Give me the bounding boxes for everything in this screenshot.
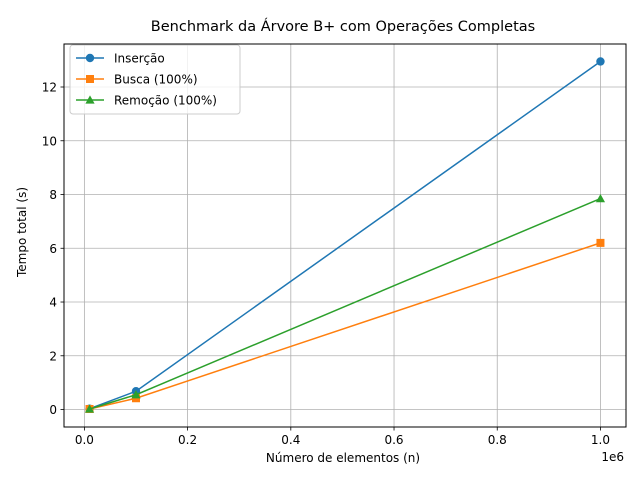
legend-marker (85, 95, 95, 104)
chart-title: Benchmark da Árvore B+ com Operações Com… (151, 18, 535, 35)
data-point (596, 57, 605, 66)
axis-ticks: 0.0 0.2 0.4 0.6 0.8 1.0 0 2 4 6 8 10 12 (42, 81, 610, 447)
plot-series (84, 57, 606, 413)
legend-entry: Remoção (100%) (114, 94, 217, 108)
x-tick-label: 0.6 (384, 433, 403, 447)
data-point (84, 404, 95, 413)
y-tick-label: 0 (49, 403, 57, 417)
y-tick-label: 6 (49, 242, 57, 256)
series-line (89, 197, 601, 410)
grid (64, 44, 626, 427)
series-busca-100 (85, 238, 605, 413)
legend-entry: Inserção (114, 52, 165, 66)
y-tick-label: 10 (42, 134, 57, 148)
data-point (596, 238, 605, 247)
y-tick-label: 2 (49, 349, 57, 363)
legend-marker (85, 53, 95, 63)
y-tick-label: 12 (42, 81, 57, 95)
plot-frame (63, 43, 627, 428)
series-remo-o-100 (84, 193, 606, 413)
series-line (89, 242, 601, 410)
y-tick-label: 8 (49, 188, 57, 202)
x-axis-label: Número de elementos (n) (266, 451, 420, 465)
x-tick-label: 0.4 (281, 433, 300, 447)
x-tick-label: 0.8 (488, 433, 507, 447)
legend: Inserção Busca (100%) Remoção (100%) (69, 44, 241, 115)
x-axis-offset-label: 1e6 (601, 450, 624, 464)
x-tick-label: 0.2 (178, 433, 197, 447)
data-point (131, 390, 141, 399)
x-tick-label: 0.0 (75, 433, 94, 447)
legend-box (69, 44, 241, 115)
legend-marker (86, 75, 94, 83)
data-point (595, 193, 606, 203)
x-tick-label: 1.0 (591, 433, 610, 447)
y-tick-label: 4 (49, 296, 57, 310)
y-axis-label: Tempo total (s) (15, 187, 29, 278)
legend-entry: Busca (100%) (114, 73, 198, 87)
